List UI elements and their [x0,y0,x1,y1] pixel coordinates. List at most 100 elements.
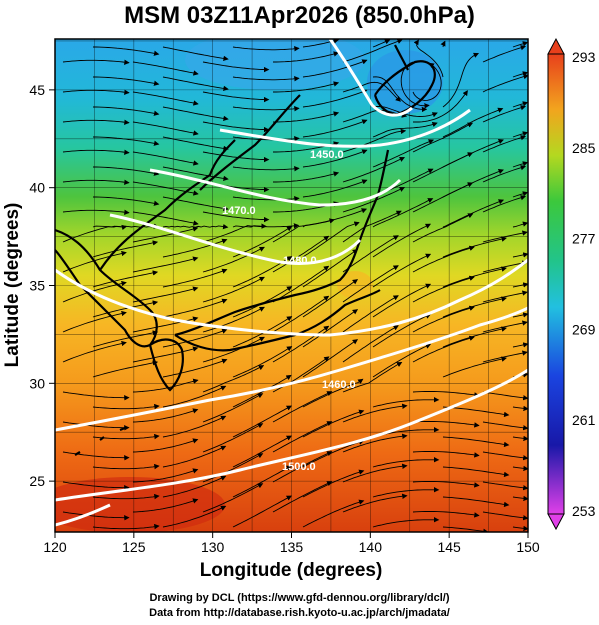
streamline [512,405,528,412]
streamline [162,196,229,212]
streamline [132,286,199,303]
footer-credit-line1: Drawing by DCL (https://www.gfd-dennou.o… [149,592,450,604]
streamline [412,152,474,183]
streamline [232,405,292,438]
streamline [62,224,128,243]
streamline [302,309,359,348]
streamline [62,119,130,125]
streamline [92,330,159,348]
streamline [232,435,292,468]
x-tick-label: 150 [516,539,540,555]
colorbar-tick-label: 253 [572,503,596,519]
x-tick-label: 140 [359,539,383,555]
streamline [342,128,407,153]
streamline [273,51,340,63]
streamline [342,361,403,393]
streamline [512,131,528,138]
streamline [412,245,475,273]
streamline [202,151,270,163]
streamline [372,253,432,288]
streamline [442,107,504,138]
streamline [302,119,368,138]
streamline [372,121,438,138]
streamline [372,39,391,48]
streamline [512,41,528,48]
streamline [412,213,474,243]
streamline [62,511,130,521]
streamline [132,91,199,106]
contour-label: 1450.0 [310,149,344,161]
colorbar-bottom-triangle [547,513,565,531]
streamline [92,433,160,440]
streamline [372,397,440,408]
streamline [132,498,199,513]
streamline [412,421,480,428]
streamline [62,280,127,303]
streamline [372,139,435,168]
streamline [202,365,265,393]
streamline [162,268,228,288]
streamline [232,495,292,528]
streamline [302,279,359,318]
streamline [302,249,359,288]
streamline [342,403,408,423]
streamline [162,136,229,152]
height-contours [55,39,528,527]
streamline [512,342,528,348]
streamline [132,151,199,166]
colorbar-top-triangle [547,37,565,55]
streamline [62,451,130,461]
streamline [412,305,475,333]
streamline [132,61,199,76]
streamline [232,136,300,142]
streamline [342,39,403,63]
y-tick-label: 40 [29,180,45,196]
streamline [232,346,293,378]
streamline [372,283,432,318]
streamline [272,451,333,483]
streamline [162,445,227,468]
streamline [202,336,265,363]
streamline [202,121,270,133]
streamline [442,356,507,378]
x-tick-label: 145 [437,539,461,555]
streamline [372,198,434,228]
streamline [93,76,160,86]
streamline [342,187,406,213]
streamline [132,468,199,483]
colorbar-tick-label: 285 [572,140,596,156]
map-gridlines [55,39,528,532]
streamline [512,495,528,502]
y-tick-label: 45 [29,82,45,98]
streamline [232,46,300,52]
streamline [342,210,402,243]
streamline [62,310,127,333]
streamline [342,325,399,363]
streamline [512,161,528,168]
colorbar-tick-label: 277 [572,231,596,247]
streamline [92,300,159,318]
streamline [482,421,528,431]
streamline [232,374,292,408]
streamline [482,451,528,461]
streamline [412,451,480,458]
streamline [400,61,430,109]
streamline [372,457,440,468]
streamline [132,378,199,393]
streamline [512,191,528,198]
streamline [272,391,333,423]
streamline [62,481,130,491]
streamline [302,409,365,438]
streamline [202,61,270,73]
streamline [62,89,130,95]
streamline [162,415,227,438]
streamline [442,466,510,478]
streamline [342,109,408,123]
streamline [342,265,399,303]
streamline [62,179,130,185]
streamline [272,265,330,303]
streamline [272,235,330,273]
streamline [132,121,199,136]
streamline [93,136,160,146]
streamline [202,453,264,483]
